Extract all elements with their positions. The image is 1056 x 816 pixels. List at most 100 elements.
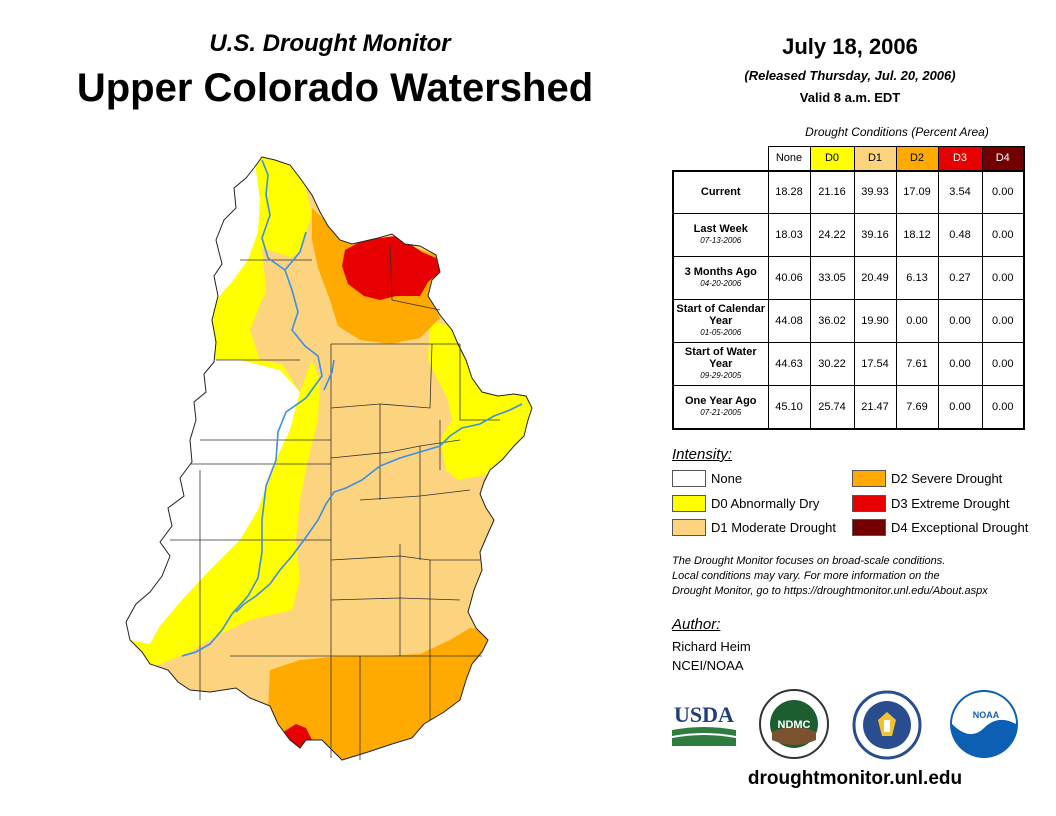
table-cell: 39.93 (853, 170, 897, 214)
row-label: One Year Ago 07-21-2005 (672, 385, 769, 430)
table-caption: Drought Conditions (Percent Area) (805, 125, 989, 139)
legend-item-d4: D4 Exceptional Drought (852, 519, 1028, 536)
row-label: Start of Water Year 09-29-2005 (672, 342, 769, 386)
author-heading: Author: (672, 616, 721, 633)
table-row: Current 18.28 21.16 39.93 17.09 3.54 0.00 (672, 170, 1025, 214)
table-cell: 33.05 (809, 256, 855, 300)
d0-west-region (130, 157, 320, 672)
row-label-text: Start of Water Year (684, 346, 757, 370)
legend-title: Intensity: (672, 446, 733, 463)
table-cell: 17.09 (895, 170, 939, 214)
table-cell: 7.61 (895, 342, 939, 386)
table-cell: 0.00 (981, 385, 1025, 430)
ndmc-logo: NDMC (759, 689, 829, 759)
rivers (181, 159, 523, 657)
table-cell: 0.00 (981, 256, 1025, 300)
row-label-text: Last Week (693, 223, 748, 235)
footer-url[interactable]: droughtmonitor.unl.edu (747, 768, 963, 789)
legend-item-none: None (672, 470, 742, 487)
green-river (181, 159, 323, 657)
row-label-text: 3 Months Ago (684, 266, 757, 278)
table-cell: 7.69 (895, 385, 939, 430)
colorado-river (235, 403, 523, 613)
valid-time: Valid 8 a.m. EDT (799, 90, 901, 105)
legend-label-d1: D1 Moderate Drought (711, 520, 837, 535)
legend-swatch-none (672, 470, 706, 487)
table-cell: 18.12 (895, 213, 939, 257)
table-cell: 21.16 (809, 170, 855, 214)
legend-swatch-d2 (852, 470, 886, 487)
table-cell: 0.00 (937, 385, 983, 430)
table-cell: 0.27 (937, 256, 983, 300)
table-cell: 0.00 (895, 299, 939, 343)
table-row: Start of Water Year 09-29-2005 44.63 30.22 1… (672, 342, 1025, 386)
row-label-date: 04-20-2006 (700, 279, 742, 288)
table-cell: 44.08 (767, 299, 811, 343)
table-cell: 25.74 (809, 385, 855, 430)
col-header-d0: D0 (809, 146, 855, 172)
basin-outline (125, 156, 533, 761)
noaa-logo-text: NOAA (973, 710, 1000, 720)
county-line-10 (330, 555, 480, 561)
table-cell: 0.00 (981, 342, 1025, 386)
legend-item-d0: D0 Abnormally Dry (672, 495, 819, 512)
legend-item-d3: D3 Extreme Drought (852, 495, 1010, 512)
tributary-east (323, 359, 335, 391)
county-line-7 (330, 343, 433, 409)
table-corner (673, 146, 769, 172)
col-header-d2: D2 (895, 146, 939, 172)
table-cell: 39.16 (853, 213, 897, 257)
map-date: July 18, 2006 (782, 34, 918, 59)
row-label: Current (672, 170, 769, 214)
table-cell: 0.00 (937, 299, 983, 343)
county-boundaries (170, 243, 500, 760)
table-cell: 6.13 (895, 256, 939, 300)
table-cell: 0.48 (937, 213, 983, 257)
legend-item-d2: D2 Severe Drought (852, 470, 1002, 487)
note-line-2: Local conditions may vary. For more info… (672, 570, 940, 582)
row-label-date: 07-21-2005 (700, 407, 742, 417)
ndmc-logo-text: NDMC (778, 719, 811, 731)
table-row: Start of Calendar Year 01-05-2006 44.08 36.… (672, 299, 1025, 343)
table-cell: 21.47 (853, 385, 897, 430)
table-cell: 24.22 (809, 213, 855, 257)
usda-logo-text: USDA (674, 702, 734, 727)
drought-conditions-table: None D0 D1 D2 D3 D4 Current 18.28 21.16 39.… (672, 146, 1025, 430)
table-cell: 30.22 (809, 342, 855, 386)
table-row: 3 Months Ago 04-20-2006 40.06 33.05 20.49 6.1… (672, 256, 1025, 300)
table-cell: 45.10 (767, 385, 811, 430)
usda-logo: USDA (672, 702, 736, 746)
col-header-d4: D4 (981, 146, 1025, 172)
row-label: Last Week 07-13-2006 (672, 213, 769, 257)
legend-label-d4: D4 Exceptional Drought (891, 520, 1029, 535)
row-label: Start of Calendar Year 01-05-2006 (672, 299, 769, 343)
tributary-north (284, 231, 307, 271)
table-cell: 18.28 (767, 170, 811, 214)
legend-swatch-d4 (852, 519, 886, 536)
legend-swatch-d0 (672, 495, 706, 512)
legend-swatch-d1 (672, 519, 706, 536)
table-cell: 0.00 (937, 342, 983, 386)
author-org: NCEI/NOAA (672, 658, 744, 673)
legend-swatch-d3 (852, 495, 886, 512)
row-label-text: Start of Calendar Year (676, 303, 766, 327)
legend-label-d0: D0 Abnormally Dry (711, 496, 820, 511)
table-cell: 3.54 (937, 170, 983, 214)
table-cell: 40.06 (767, 256, 811, 300)
table-cell: 18.03 (767, 213, 811, 257)
legend-label-d3: D3 Extreme Drought (891, 496, 1010, 511)
row-label-date: 01-05-2006 (700, 328, 742, 337)
noaa-logo: NOAA (950, 690, 1018, 758)
author-block: Richard Heim NCEI/NOAA (672, 637, 751, 675)
note-line-3: Drought Monitor, go to https://droughtmo… (672, 585, 988, 597)
table-cell: 17.54 (853, 342, 897, 386)
drought-map (125, 156, 533, 761)
release-date: (Released Thursday, Jul. 20, 2006) (744, 68, 956, 83)
legend-item-d1: D1 Moderate Drought (672, 519, 836, 536)
county-line-18 (389, 243, 441, 311)
author-name: Richard Heim (672, 639, 751, 654)
d2-south-region (268, 628, 500, 760)
table-cell: 20.49 (853, 256, 897, 300)
row-label: 3 Months Ago 04-20-2006 (672, 256, 769, 300)
table-cell: 0.00 (981, 213, 1025, 257)
